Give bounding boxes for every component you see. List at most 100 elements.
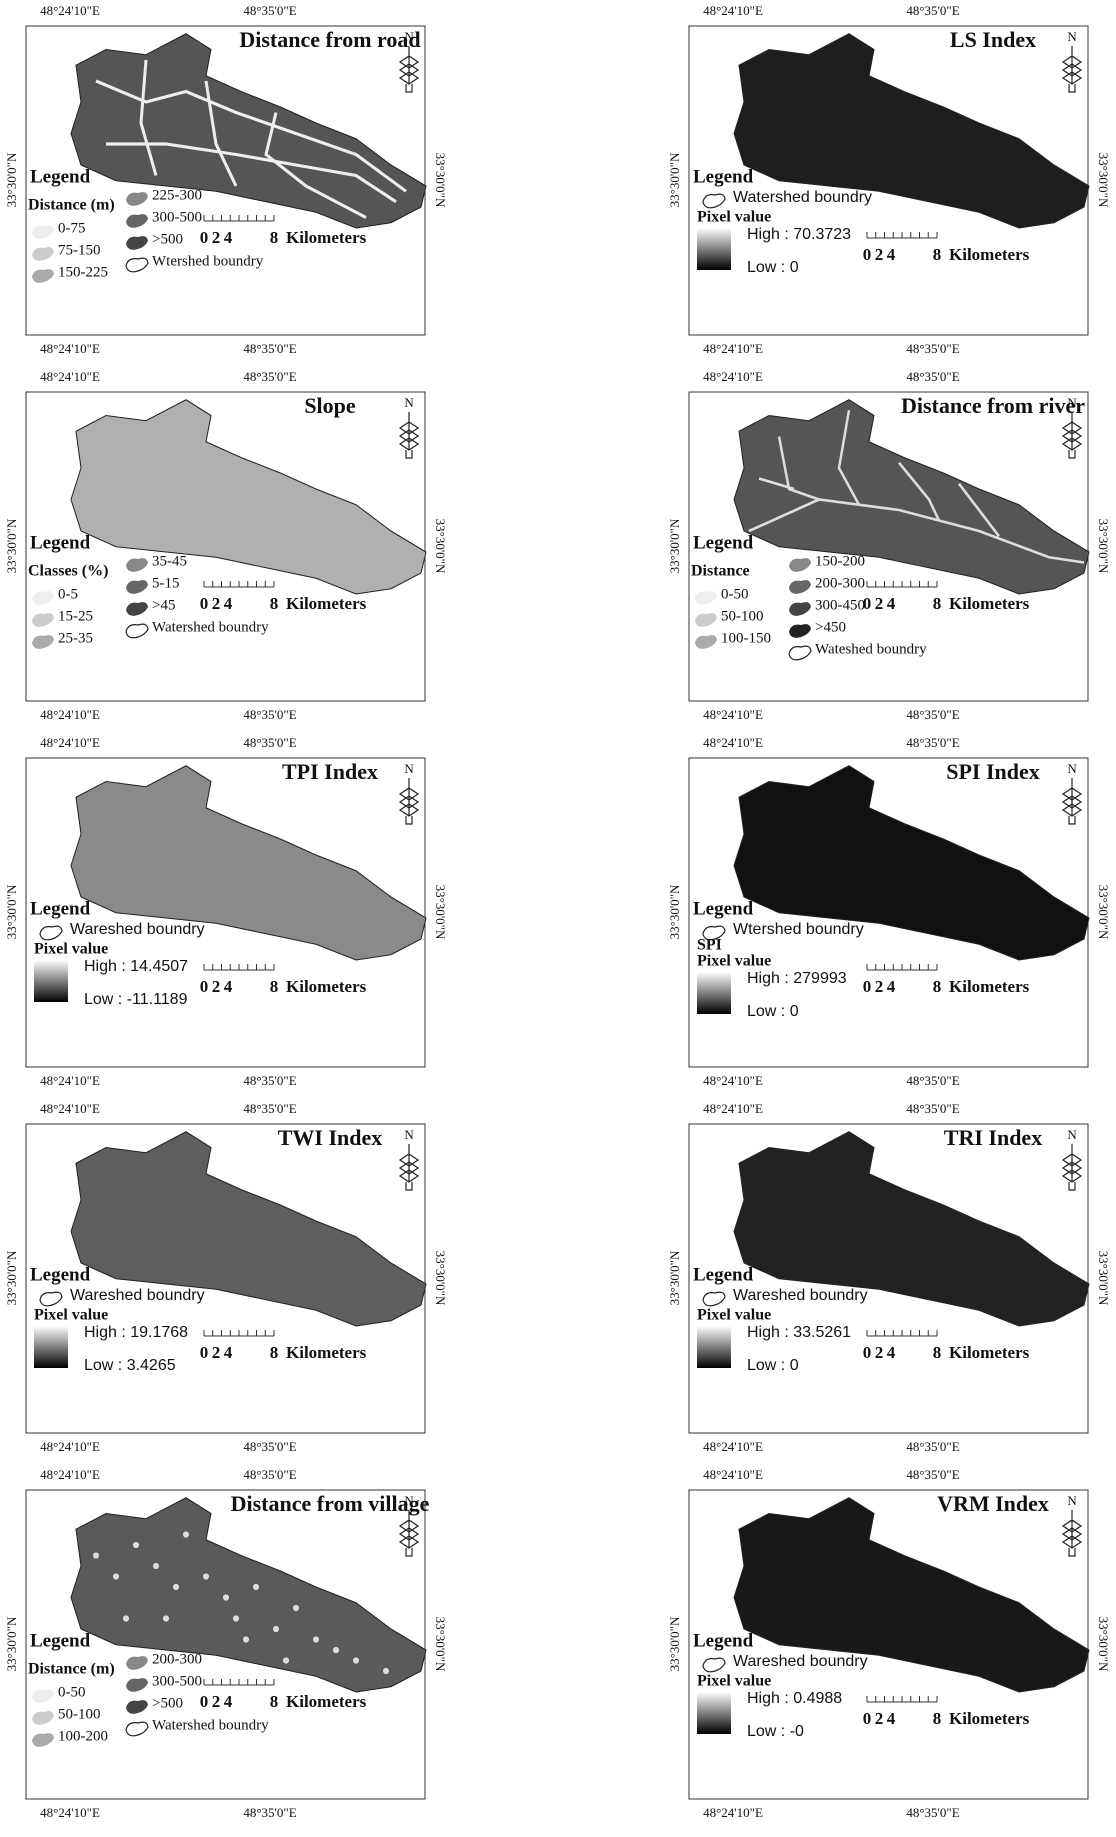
legend-item: 300-450 bbox=[815, 597, 865, 613]
lon-label: 48°24'10"E bbox=[703, 1805, 763, 1820]
lon-label: 48°35'0"E bbox=[906, 1805, 959, 1820]
map-title: LS Index bbox=[950, 27, 1036, 52]
legend-boundary: Watershed boundry bbox=[152, 1717, 269, 1733]
lat-label: 33°30'0"N bbox=[1096, 153, 1111, 208]
lon-label: 48°24'10"E bbox=[40, 1101, 100, 1116]
scale-label: 8 bbox=[933, 594, 942, 613]
map-panel: 48°24'10"E48°35'0"E48°24'10"E48°35'0"E33… bbox=[667, 735, 1111, 1088]
lon-label: 48°35'0"E bbox=[243, 1439, 296, 1454]
lon-label: 48°24'10"E bbox=[40, 341, 100, 356]
lon-label: 48°35'0"E bbox=[243, 1073, 296, 1088]
village-dot bbox=[173, 1584, 179, 1590]
lon-label: 48°35'0"E bbox=[906, 3, 959, 18]
village-dot bbox=[133, 1542, 139, 1548]
village-dot bbox=[273, 1626, 279, 1632]
scale-label: 8 bbox=[270, 228, 279, 247]
legend-item: 300-500 bbox=[152, 209, 202, 225]
village-dot bbox=[233, 1615, 239, 1621]
legend-item: 0-75 bbox=[58, 220, 86, 236]
lon-label: 48°35'0"E bbox=[906, 1467, 959, 1482]
lat-label: 33°30'0"N bbox=[1096, 1251, 1111, 1306]
legend-label: Legend bbox=[693, 166, 754, 187]
legend-label: Legend bbox=[693, 532, 754, 553]
legend-item: 50-100 bbox=[58, 1706, 101, 1722]
lat-label: 33°30'0"N bbox=[667, 1616, 682, 1671]
lon-label: 48°35'0"E bbox=[906, 341, 959, 356]
legend-label: Legend bbox=[30, 1630, 91, 1651]
lon-label: 48°35'0"E bbox=[906, 1439, 959, 1454]
village-dot bbox=[113, 1573, 119, 1579]
scale-label: 8 bbox=[933, 245, 942, 264]
scale-label: 8 bbox=[270, 977, 279, 996]
legend-item: 0-5 bbox=[58, 586, 78, 602]
scale-unit: Kilometers bbox=[286, 1343, 367, 1362]
lon-label: 48°24'10"E bbox=[40, 3, 100, 18]
legend-low: Low : -11.1189 bbox=[84, 991, 188, 1008]
legend-low: Low : 0 bbox=[747, 1357, 799, 1374]
lat-label: 33°30'0"N bbox=[433, 519, 448, 574]
scale-unit: Kilometers bbox=[286, 1692, 367, 1711]
lat-label: 33°30'0"N bbox=[433, 1251, 448, 1306]
lon-label: 48°35'0"E bbox=[243, 735, 296, 750]
legend-high: High : 279993 bbox=[747, 970, 847, 987]
lon-label: 48°24'10"E bbox=[703, 341, 763, 356]
scale-label: 0 bbox=[863, 1709, 872, 1728]
scale-label: 4 bbox=[224, 977, 233, 996]
north-label: N bbox=[404, 1493, 414, 1508]
map-title: Distance from village bbox=[231, 1491, 430, 1516]
map-title: Distance from river bbox=[901, 393, 1085, 418]
legend-label: Legend bbox=[30, 166, 91, 187]
legend-high: High : 33.5261 bbox=[747, 1324, 851, 1341]
map-frame: Distance from riverNLegendDistance0-5050… bbox=[689, 392, 1089, 701]
scale-label: 2 bbox=[212, 594, 221, 613]
gradient-ramp bbox=[697, 1692, 731, 1734]
legend-label: Legend bbox=[693, 1264, 754, 1285]
lon-label: 48°35'0"E bbox=[906, 369, 959, 384]
legend-boundary: Watershed boundry bbox=[152, 619, 269, 635]
legend-boundary: Wareshed boundry bbox=[70, 921, 205, 938]
legend-item: 25-35 bbox=[58, 630, 93, 646]
lon-label: 48°35'0"E bbox=[243, 1101, 296, 1116]
scale-label: 0 bbox=[200, 594, 209, 613]
legend-item: 200-300 bbox=[815, 575, 865, 591]
lat-label: 33°30'0"N bbox=[4, 518, 19, 573]
lon-label: 48°24'10"E bbox=[703, 369, 763, 384]
lon-label: 48°35'0"E bbox=[906, 707, 959, 722]
scale-label: 0 bbox=[200, 228, 209, 247]
lon-label: 48°24'10"E bbox=[40, 369, 100, 384]
scale-label: 4 bbox=[887, 1343, 896, 1362]
legend-item: >45 bbox=[152, 597, 175, 613]
legend-boundary: Wtershed boundry bbox=[733, 921, 864, 938]
scale-label: 4 bbox=[887, 977, 896, 996]
legend-item: >500 bbox=[152, 1695, 183, 1711]
lat-label: 33°30'0"N bbox=[667, 884, 682, 939]
lon-label: 48°35'0"E bbox=[906, 1073, 959, 1088]
village-dot bbox=[123, 1615, 129, 1621]
scale-label: 0 bbox=[200, 1692, 209, 1711]
legend-boundary: Wtershed boundry bbox=[152, 253, 264, 269]
lat-label: 33°30'0"N bbox=[4, 884, 19, 939]
legend-item: >500 bbox=[152, 231, 183, 247]
legend-item: 35-45 bbox=[152, 553, 187, 569]
lat-label: 33°30'0"N bbox=[4, 152, 19, 207]
legend-label: Legend bbox=[693, 1630, 754, 1651]
lat-label: 33°30'0"N bbox=[433, 153, 448, 208]
lon-label: 48°35'0"E bbox=[243, 3, 296, 18]
legend-item: 15-25 bbox=[58, 608, 93, 624]
map-panel: 48°24'10"E48°35'0"E48°24'10"E48°35'0"E33… bbox=[4, 1467, 448, 1820]
scale-label: 2 bbox=[212, 228, 221, 247]
legend-label: Legend bbox=[30, 532, 91, 553]
legend-item: 75-150 bbox=[58, 242, 101, 258]
scale-label: 8 bbox=[270, 1692, 279, 1711]
legend-high: High : 19.1768 bbox=[84, 1324, 188, 1341]
legend-heading: Pixel value bbox=[34, 941, 108, 958]
lon-label: 48°24'10"E bbox=[703, 1467, 763, 1482]
legend-boundary: Wateshed boundry bbox=[815, 641, 927, 657]
map-frame: TWI IndexNLegendWareshed boundryPixel va… bbox=[26, 1124, 426, 1433]
scale-label: 2 bbox=[875, 594, 884, 613]
map-title: VRM Index bbox=[937, 1491, 1049, 1516]
